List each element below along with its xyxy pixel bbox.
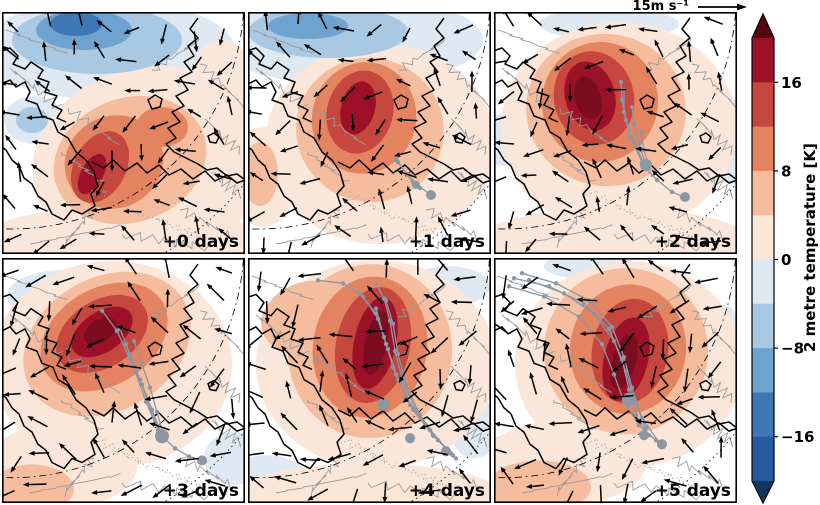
- map-panel-2: +2 days: [494, 12, 737, 254]
- colorbar-tick-label: −16: [781, 428, 814, 446]
- wind-reference-label: 15m s⁻¹: [632, 0, 689, 14]
- map-panel-3: +3 days: [2, 258, 245, 503]
- panel-day-label: +5 days: [655, 481, 731, 501]
- panel-day-label: +1 days: [409, 232, 485, 252]
- wind-reference-arrow-icon: [698, 3, 747, 10]
- map-panel-1: +1 days: [248, 12, 491, 254]
- map-panel-5: +5 days: [494, 258, 737, 503]
- colorbar-svg: 16 8 0 −8 −16: [751, 12, 814, 505]
- colorbar-tick-label: −8: [781, 340, 804, 358]
- map-panel-0: +0 days: [2, 12, 245, 254]
- panel-day-label: +3 days: [163, 481, 239, 501]
- panel-day-label: +2 days: [655, 232, 731, 252]
- panel-day-label: +0 days: [163, 232, 239, 252]
- map-panel-4: +4 days: [248, 258, 491, 503]
- colorbar-tick-label: 16: [781, 74, 802, 92]
- colorbar-label: 2 metre temperature [K]: [801, 143, 819, 352]
- panel-day-label: +4 days: [409, 481, 485, 501]
- colorbar-tick-label: 8: [781, 162, 791, 180]
- colorbar-tick-label: 0: [781, 251, 791, 269]
- wind-reference-key: 15m s⁻¹: [598, 0, 748, 14]
